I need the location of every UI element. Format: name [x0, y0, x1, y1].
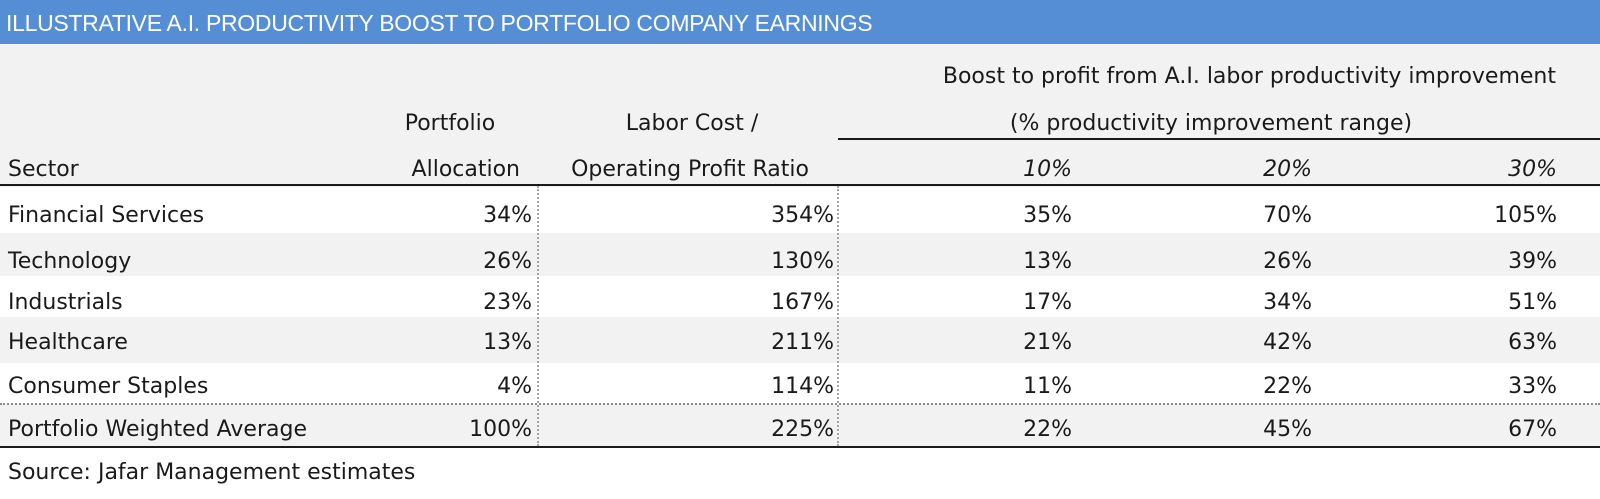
row-ratio: 167%	[771, 290, 834, 315]
total-sector: Portfolio Weighted Average	[8, 417, 307, 442]
row-boost-30: 63%	[1508, 330, 1557, 355]
column-separator	[837, 186, 839, 446]
row-ratio: 211%	[771, 330, 834, 355]
row-ratio: 130%	[771, 249, 834, 274]
row-boost-20: 70%	[1263, 203, 1312, 228]
row-ratio: 114%	[771, 374, 834, 399]
total-boost-20: 45%	[1263, 417, 1312, 442]
row-ratio: 354%	[771, 203, 834, 228]
header-background	[0, 44, 1600, 187]
row-sector: Financial Services	[8, 203, 205, 228]
row-allocation: 34%	[483, 203, 532, 228]
boost-header: Boost to profit from A.I. labor producti…	[942, 64, 1556, 89]
row-boost-20: 34%	[1263, 290, 1312, 315]
row-boost-10: 17%	[1023, 290, 1072, 315]
total-row-band	[0, 404, 1600, 446]
row-allocation: 26%	[483, 249, 532, 274]
ratio-header-line1: Labor Cost /	[625, 111, 759, 136]
ratio-header-line2: Operating Profit Ratio	[571, 157, 809, 182]
row-boost-10: 11%	[1023, 374, 1072, 399]
row-boost-30: 33%	[1508, 374, 1557, 399]
table-bottom-rule	[0, 446, 1600, 448]
row-sector: Industrials	[8, 290, 123, 315]
pct-20-header: 20%	[1263, 157, 1312, 182]
row-sector: Consumer Staples	[8, 374, 209, 399]
row-boost-30: 51%	[1508, 290, 1557, 315]
boost-header-rule	[838, 138, 1600, 140]
row-boost-30: 105%	[1494, 203, 1557, 228]
allocation-header-line1: Portfolio	[404, 111, 496, 136]
pct-10-header: 10%	[1023, 157, 1072, 182]
row-boost-20: 26%	[1263, 249, 1312, 274]
row-boost-20: 22%	[1263, 374, 1312, 399]
row-allocation: 4%	[497, 374, 532, 399]
row-band	[0, 317, 1600, 363]
total-boost-10: 22%	[1023, 417, 1072, 442]
total-boost-30: 67%	[1508, 417, 1557, 442]
row-boost-10: 13%	[1023, 249, 1072, 274]
column-separator	[537, 186, 539, 446]
total-allocation: 100%	[469, 417, 532, 442]
row-sector: Technology	[8, 249, 132, 274]
row-sector: Healthcare	[8, 330, 128, 355]
row-boost-10: 21%	[1023, 330, 1072, 355]
row-boost-10: 35%	[1023, 203, 1072, 228]
row-boost-20: 42%	[1263, 330, 1312, 355]
total-ratio: 225%	[771, 417, 834, 442]
allocation-header-line2: Allocation	[411, 157, 520, 182]
boost-subheader: (% productivity improvement range)	[1009, 111, 1413, 136]
pct-30-header: 30%	[1508, 157, 1557, 182]
row-allocation: 13%	[483, 330, 532, 355]
source-note: Source: Jafar Management estimates	[8, 460, 416, 485]
row-band	[0, 233, 1600, 276]
header-bottom-rule	[0, 184, 1600, 186]
sector-header: Sector	[8, 157, 79, 182]
row-boost-30: 39%	[1508, 249, 1557, 274]
row-allocation: 23%	[483, 290, 532, 315]
table-title: ILLUSTRATIVE A.I. PRODUCTIVITY BOOST TO …	[0, 0, 1600, 44]
total-top-rule	[0, 403, 1600, 405]
